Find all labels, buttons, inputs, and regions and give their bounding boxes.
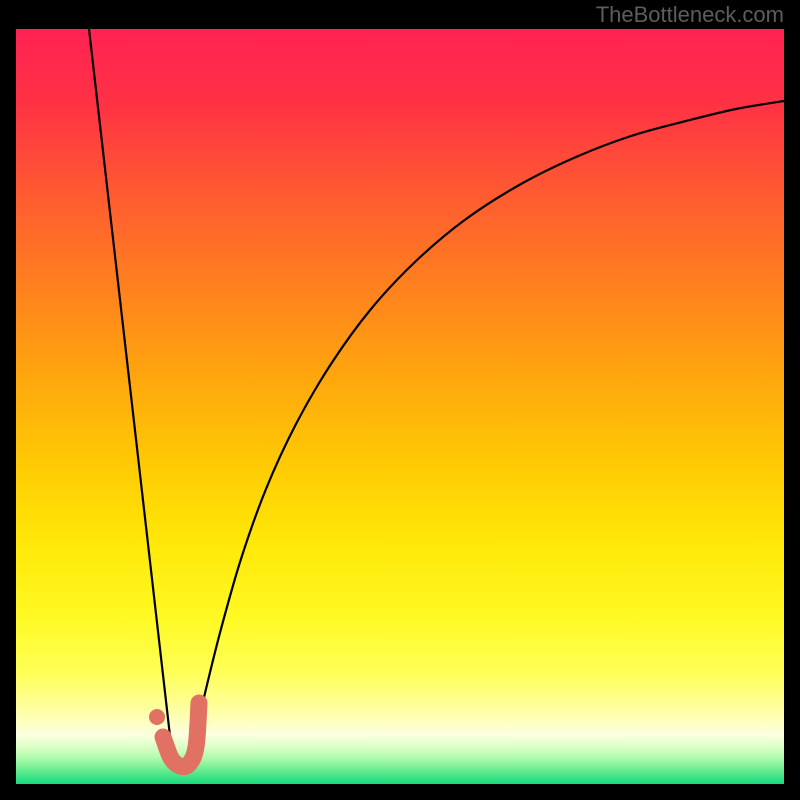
checkmark-dot-icon: [149, 709, 165, 725]
chart-root: TheBottleneck.com: [0, 0, 800, 800]
watermark-text: TheBottleneck.com: [596, 2, 784, 28]
plot-area: [16, 29, 784, 784]
chart-svg: [16, 29, 784, 784]
